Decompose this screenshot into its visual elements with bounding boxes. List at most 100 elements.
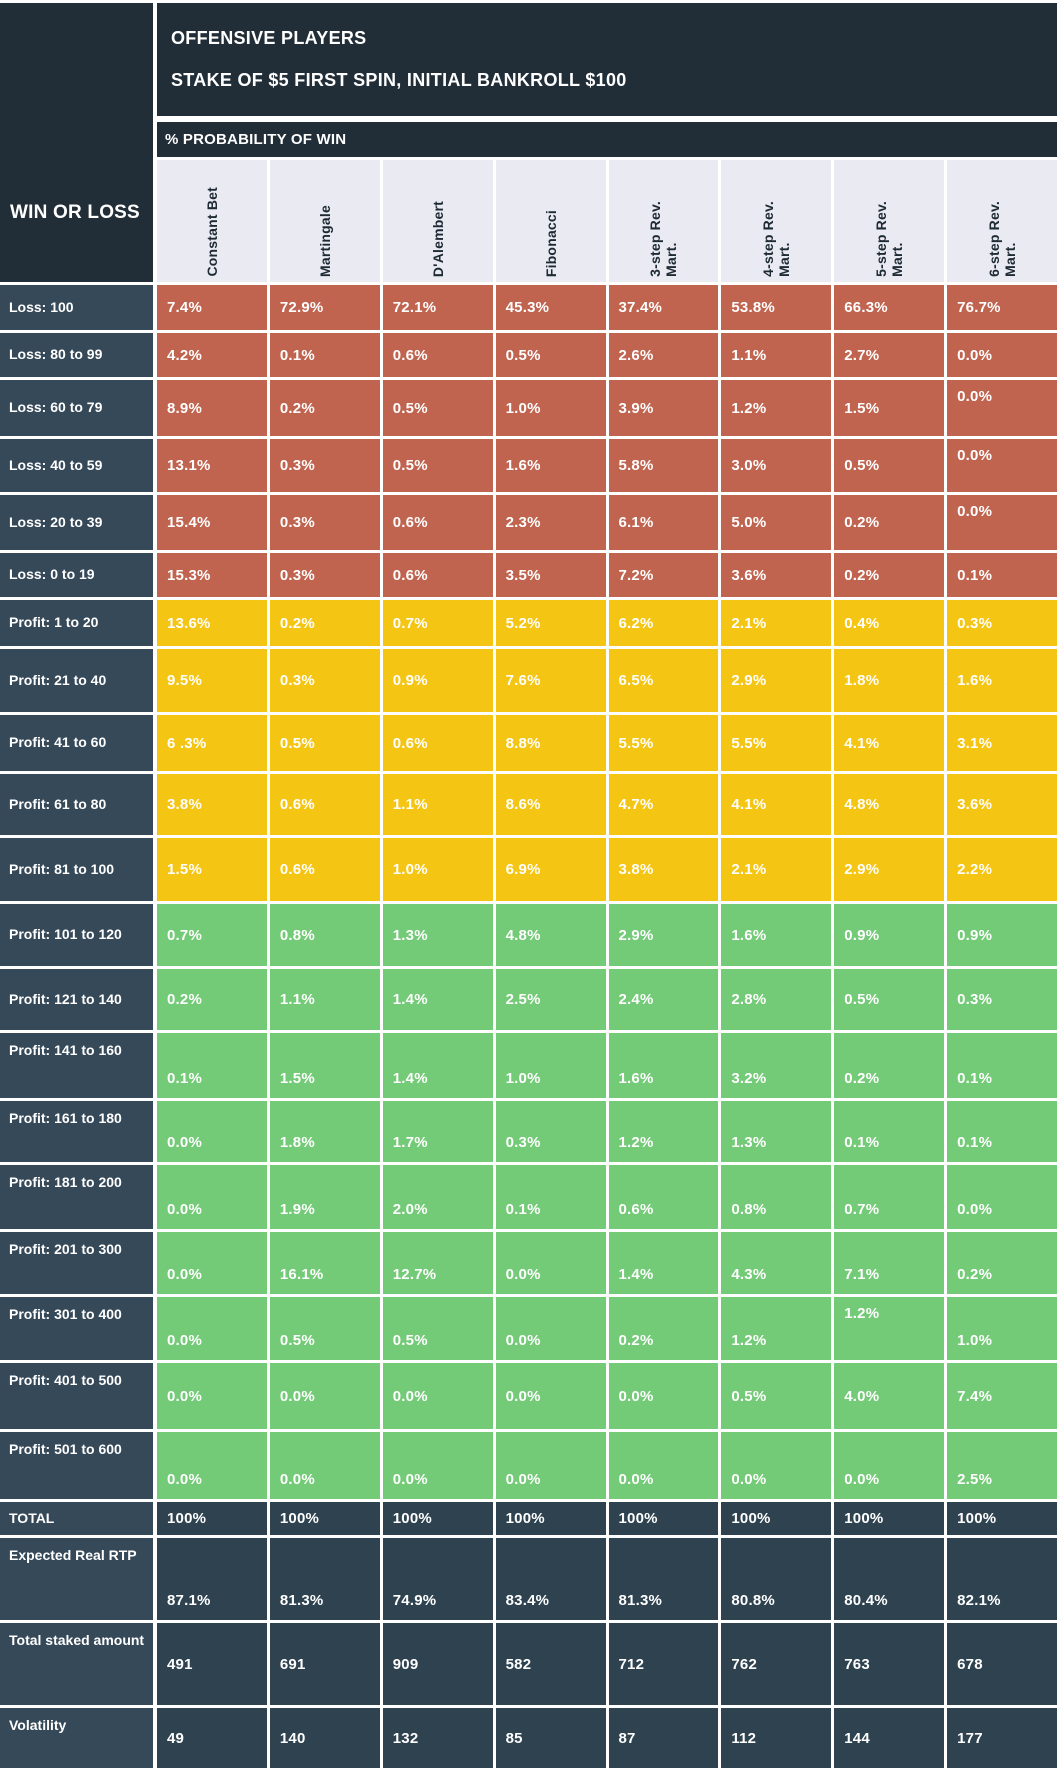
row-cells: 49 140 132 85 87 112 144 177 [157, 1708, 1057, 1768]
column-header: 6-step Rev. Mart. [947, 160, 1057, 282]
cell: 85 [495, 1708, 606, 1768]
cell: 4.7% [608, 774, 719, 835]
column-header-label: Fibonacci [542, 209, 559, 277]
cell: 12.7% [382, 1232, 493, 1294]
row-label: Total staked amount [0, 1623, 153, 1705]
cell: 177 [947, 1708, 1057, 1768]
cell: 0.9% [382, 649, 493, 712]
cell: 0.2% [269, 600, 380, 646]
table-row: Loss: 60 to 79 8.9% 0.2% 0.5% 1.0% 3.9% 1.2% 1.… [0, 380, 1057, 436]
row-cells: 0.0% 0.0% 0.0% 0.0% 0.0% 0.5% 4.0% 7.4% [157, 1363, 1057, 1429]
cell: 0.1% [269, 333, 380, 377]
cell: 2.1% [721, 838, 832, 901]
cell: 45.3% [495, 285, 606, 330]
cell: 100% [269, 1502, 380, 1535]
cell: 0.0% [947, 1165, 1057, 1229]
cell: 5.8% [608, 439, 719, 492]
cell: 3.6% [947, 774, 1057, 835]
row-cells: 100% 100% 100% 100% 100% 100% 100% 100% [157, 1502, 1057, 1535]
cell: 4.1% [721, 774, 832, 835]
row-label: Profit: 61 to 80 [0, 774, 153, 835]
row-label: Profit: 121 to 140 [0, 969, 153, 1030]
cell: 0.3% [269, 649, 380, 712]
cell: 0.3% [269, 553, 380, 597]
row-label: Profit: 301 to 400 [0, 1297, 153, 1360]
row-cells: 13.6% 0.2% 0.7% 5.2% 6.2% 2.1% 0.4% 0.3% [157, 600, 1057, 646]
cell: 1.8% [269, 1101, 380, 1162]
column-header-label: Constant Bet [203, 187, 220, 277]
cell: 0.3% [495, 1101, 606, 1162]
cell: 0.1% [947, 1101, 1057, 1162]
row-label: Profit: 501 to 600 [0, 1432, 153, 1499]
cell: 0.7% [834, 1165, 945, 1229]
cell: 8.9% [157, 380, 267, 436]
cell: 1.0% [947, 1297, 1057, 1360]
cell: 87.1% [157, 1538, 267, 1620]
cell: 1.6% [608, 1033, 719, 1098]
cell: 1.3% [721, 1101, 832, 1162]
cell: 0.2% [834, 495, 945, 550]
table-row: Profit: 121 to 140 0.2% 1.1% 1.4% 2.5% 2.4% 2.… [0, 969, 1057, 1030]
row-cells: 15.4% 0.3% 0.6% 2.3% 6.1% 5.0% 0.2% 0.0% [157, 495, 1057, 550]
table-row: Profit: 81 to 100 1.5% 0.6% 1.0% 6.9% 3.8% 2.1… [0, 838, 1057, 901]
row-cells: 0.0% 1.9% 2.0% 0.1% 0.6% 0.8% 0.7% 0.0% [157, 1165, 1057, 1229]
cell: 37.4% [608, 285, 719, 330]
cell: 1.2% [834, 1297, 945, 1360]
cell: 6 .3% [157, 715, 267, 771]
cell: 3.8% [157, 774, 267, 835]
row-cells: 8.9% 0.2% 0.5% 1.0% 3.9% 1.2% 1.5% 0.0% [157, 380, 1057, 436]
column-header: 5-step Rev. Mart. [834, 160, 945, 282]
row-label: Volatility [0, 1708, 153, 1768]
cell: 2.9% [721, 649, 832, 712]
cell: 13.6% [157, 600, 267, 646]
column-header: Martingale [269, 160, 380, 282]
row-label: Loss: 0 to 19 [0, 553, 153, 597]
cell: 5.5% [608, 715, 719, 771]
cell: 0.5% [834, 969, 945, 1030]
cell: 0.9% [834, 904, 945, 966]
cell: 0.0% [495, 1232, 606, 1294]
cell: 8.8% [495, 715, 606, 771]
row-cells: 9.5% 0.3% 0.9% 7.6% 6.5% 2.9% 1.8% 1.6% [157, 649, 1057, 712]
cell: 1.3% [382, 904, 493, 966]
cell: 0.1% [834, 1101, 945, 1162]
cell: 0.5% [834, 439, 945, 492]
cell: 100% [834, 1502, 945, 1535]
cell: 0.3% [269, 495, 380, 550]
row-label: Profit: 141 to 160 [0, 1033, 153, 1098]
cell: 0.0% [721, 1432, 832, 1499]
cell: 2.9% [608, 904, 719, 966]
cell: 0.0% [157, 1432, 267, 1499]
cell: 0.0% [157, 1165, 267, 1229]
cell: 1.2% [721, 1297, 832, 1360]
cell: 3.0% [721, 439, 832, 492]
probability-band: % PROBABILITY OF WIN [157, 122, 1057, 157]
cell: 0.0% [382, 1432, 493, 1499]
row-cells: 0.0% 16.1% 12.7% 0.0% 1.4% 4.3% 7.1% 0.2% [157, 1232, 1057, 1294]
cell: 74.9% [382, 1538, 493, 1620]
table-row: Expected Real RTP 87.1% 81.3% 74.9% 83.4% 81.… [0, 1538, 1057, 1620]
cell: 0.0% [157, 1232, 267, 1294]
cell: 1.6% [721, 904, 832, 966]
cell: 87 [608, 1708, 719, 1768]
cell: 5.5% [721, 715, 832, 771]
column-header-label: 6-step Rev. Mart. [985, 201, 1019, 277]
cell: 0.0% [947, 439, 1057, 492]
cell: 0.5% [382, 380, 493, 436]
cell: 100% [947, 1502, 1057, 1535]
cell: 0.0% [269, 1363, 380, 1429]
cell: 0.6% [382, 333, 493, 377]
cell: 100% [382, 1502, 493, 1535]
cell: 4.0% [834, 1363, 945, 1429]
row-cells: 15.3% 0.3% 0.6% 3.5% 7.2% 3.6% 0.2% 0.1% [157, 553, 1057, 597]
table-row: Loss: 100 7.4% 72.9% 72.1% 45.3% 37.4% 53.8% 66… [0, 285, 1057, 330]
table-body: Loss: 100 7.4% 72.9% 72.1% 45.3% 37.4% 53.8% 66… [0, 285, 1057, 1768]
row-cells: 6 .3% 0.5% 0.6% 8.8% 5.5% 5.5% 4.1% 3.1% [157, 715, 1057, 771]
row-cells: 7.4% 72.9% 72.1% 45.3% 37.4% 53.8% 66.3% 76.7% [157, 285, 1057, 330]
row-cells: 4.2% 0.1% 0.6% 0.5% 2.6% 1.1% 2.7% 0.0% [157, 333, 1057, 377]
cell: 81.3% [269, 1538, 380, 1620]
cell: 0.0% [947, 333, 1057, 377]
cell: 0.5% [269, 715, 380, 771]
column-header: D'Alembert [382, 160, 493, 282]
cell: 2.5% [947, 1432, 1057, 1499]
